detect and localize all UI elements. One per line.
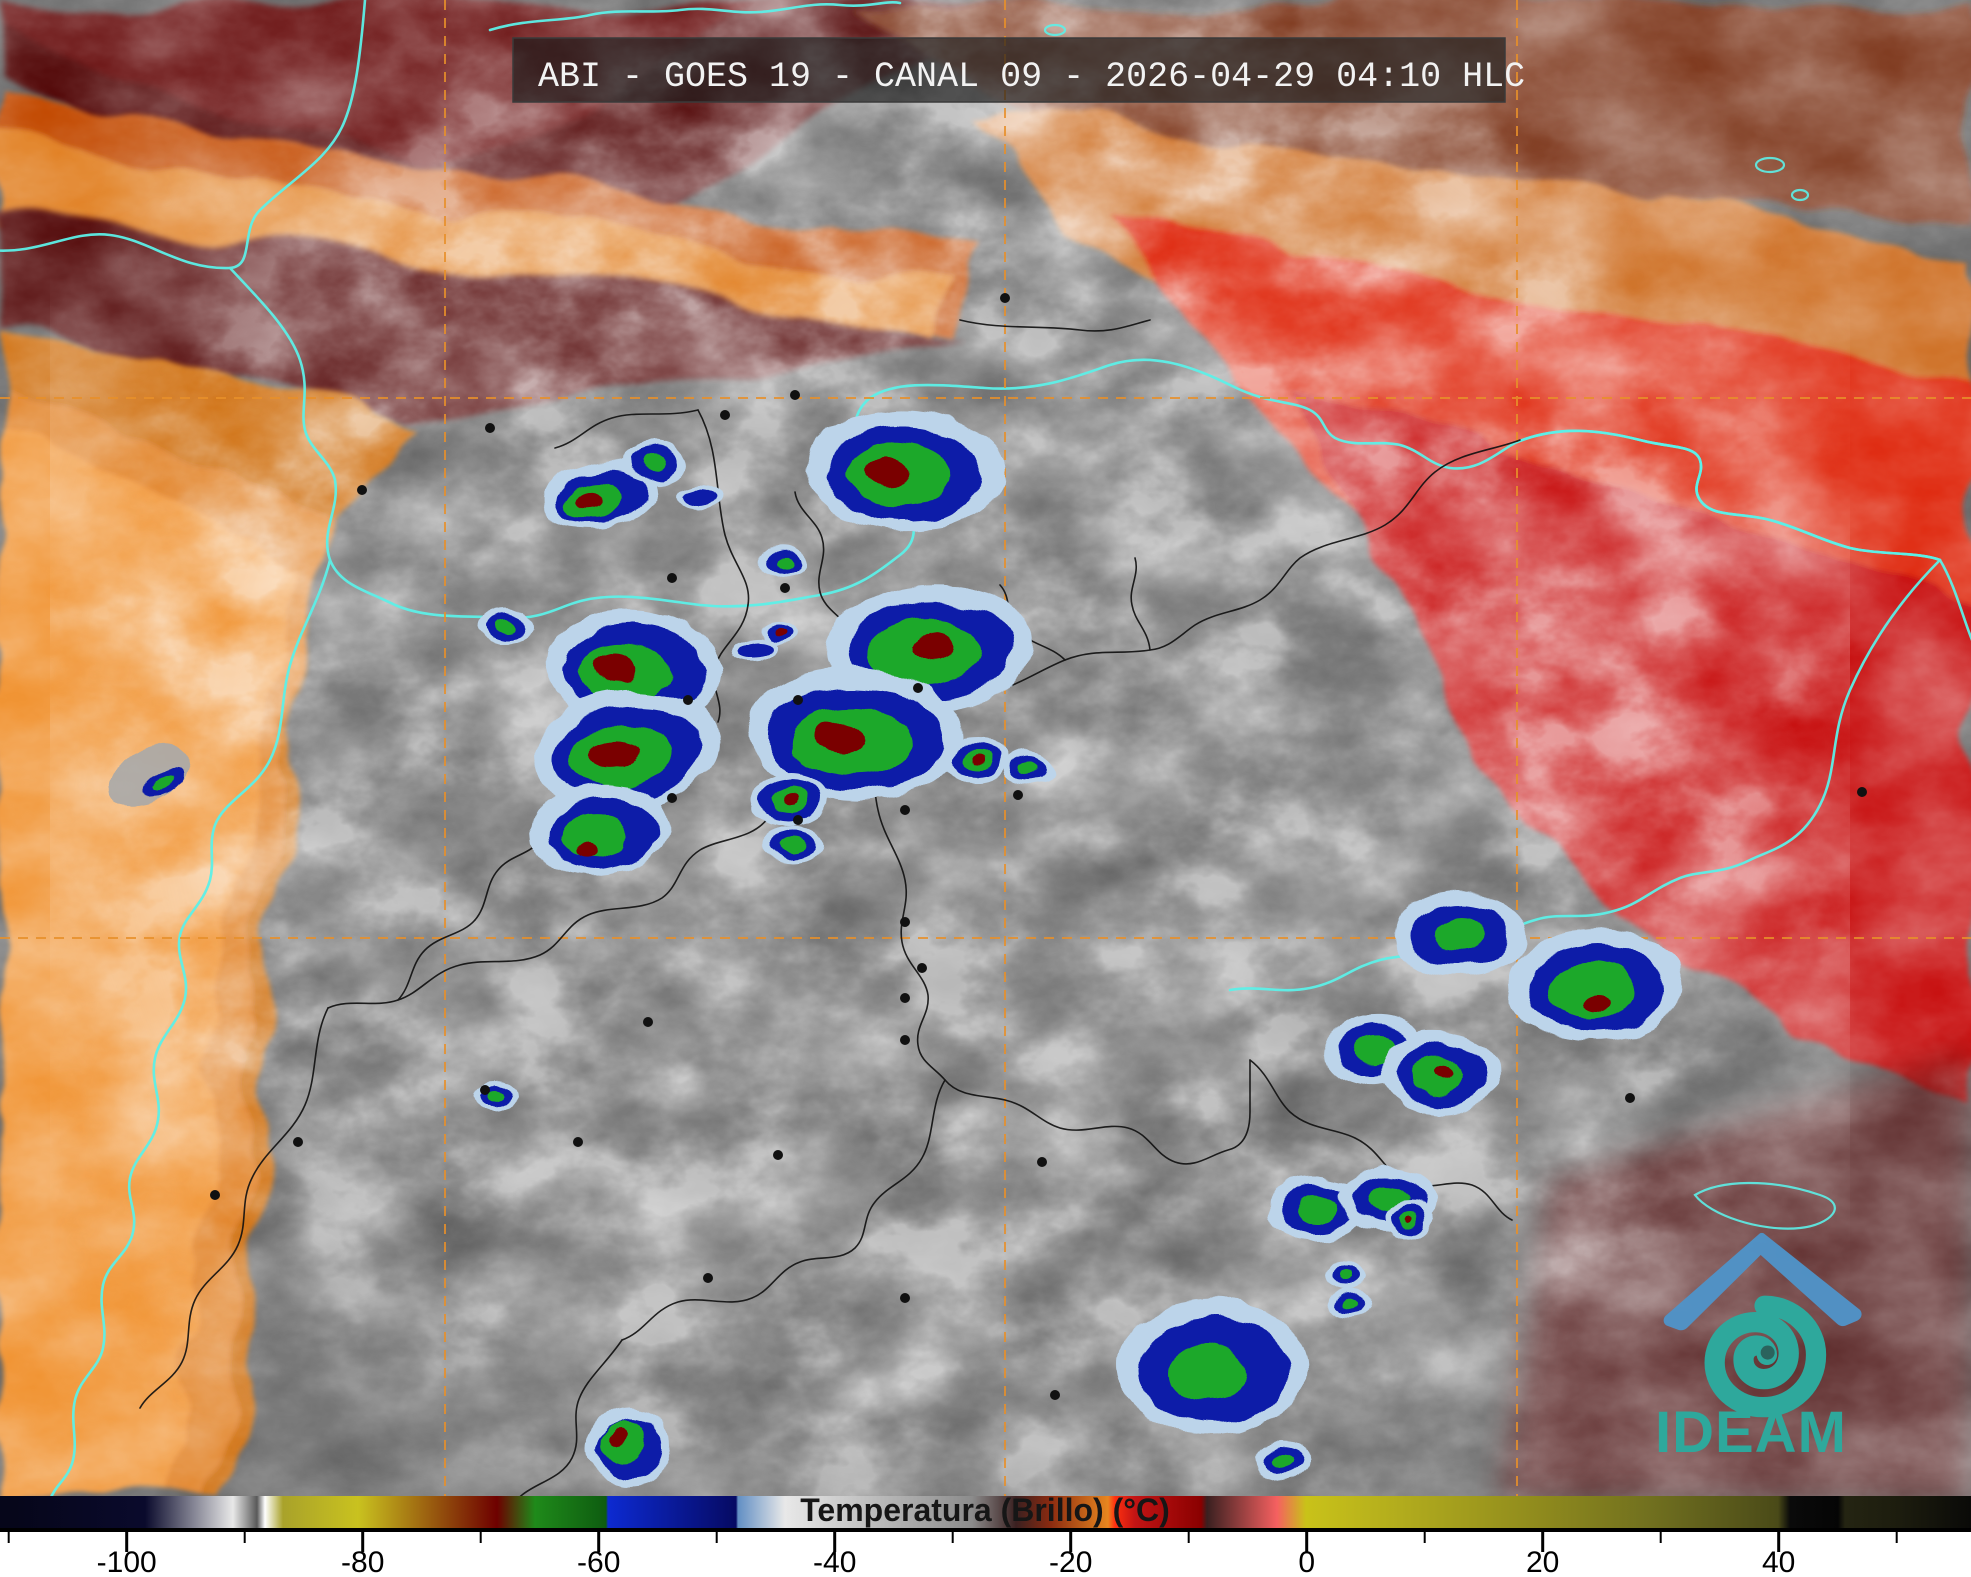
svg-text:0: 0 [1298, 1546, 1315, 1577]
svg-text:20: 20 [1526, 1546, 1559, 1577]
svg-text:40: 40 [1762, 1546, 1795, 1577]
svg-text:-60: -60 [577, 1546, 620, 1577]
svg-text:-20: -20 [1049, 1546, 1092, 1577]
svg-text:-40: -40 [813, 1546, 856, 1577]
svg-text:-80: -80 [341, 1546, 384, 1577]
svg-text:-100: -100 [97, 1546, 157, 1577]
svg-text:Temperatura (Brillo) (°C): Temperatura (Brillo) (°C) [800, 1492, 1170, 1528]
svg-text:ABI - GOES 19 - CANAL 09 - 202: ABI - GOES 19 - CANAL 09 - 2026-04-29 04… [538, 57, 1525, 97]
svg-text:IDEAM: IDEAM [1655, 1400, 1847, 1465]
